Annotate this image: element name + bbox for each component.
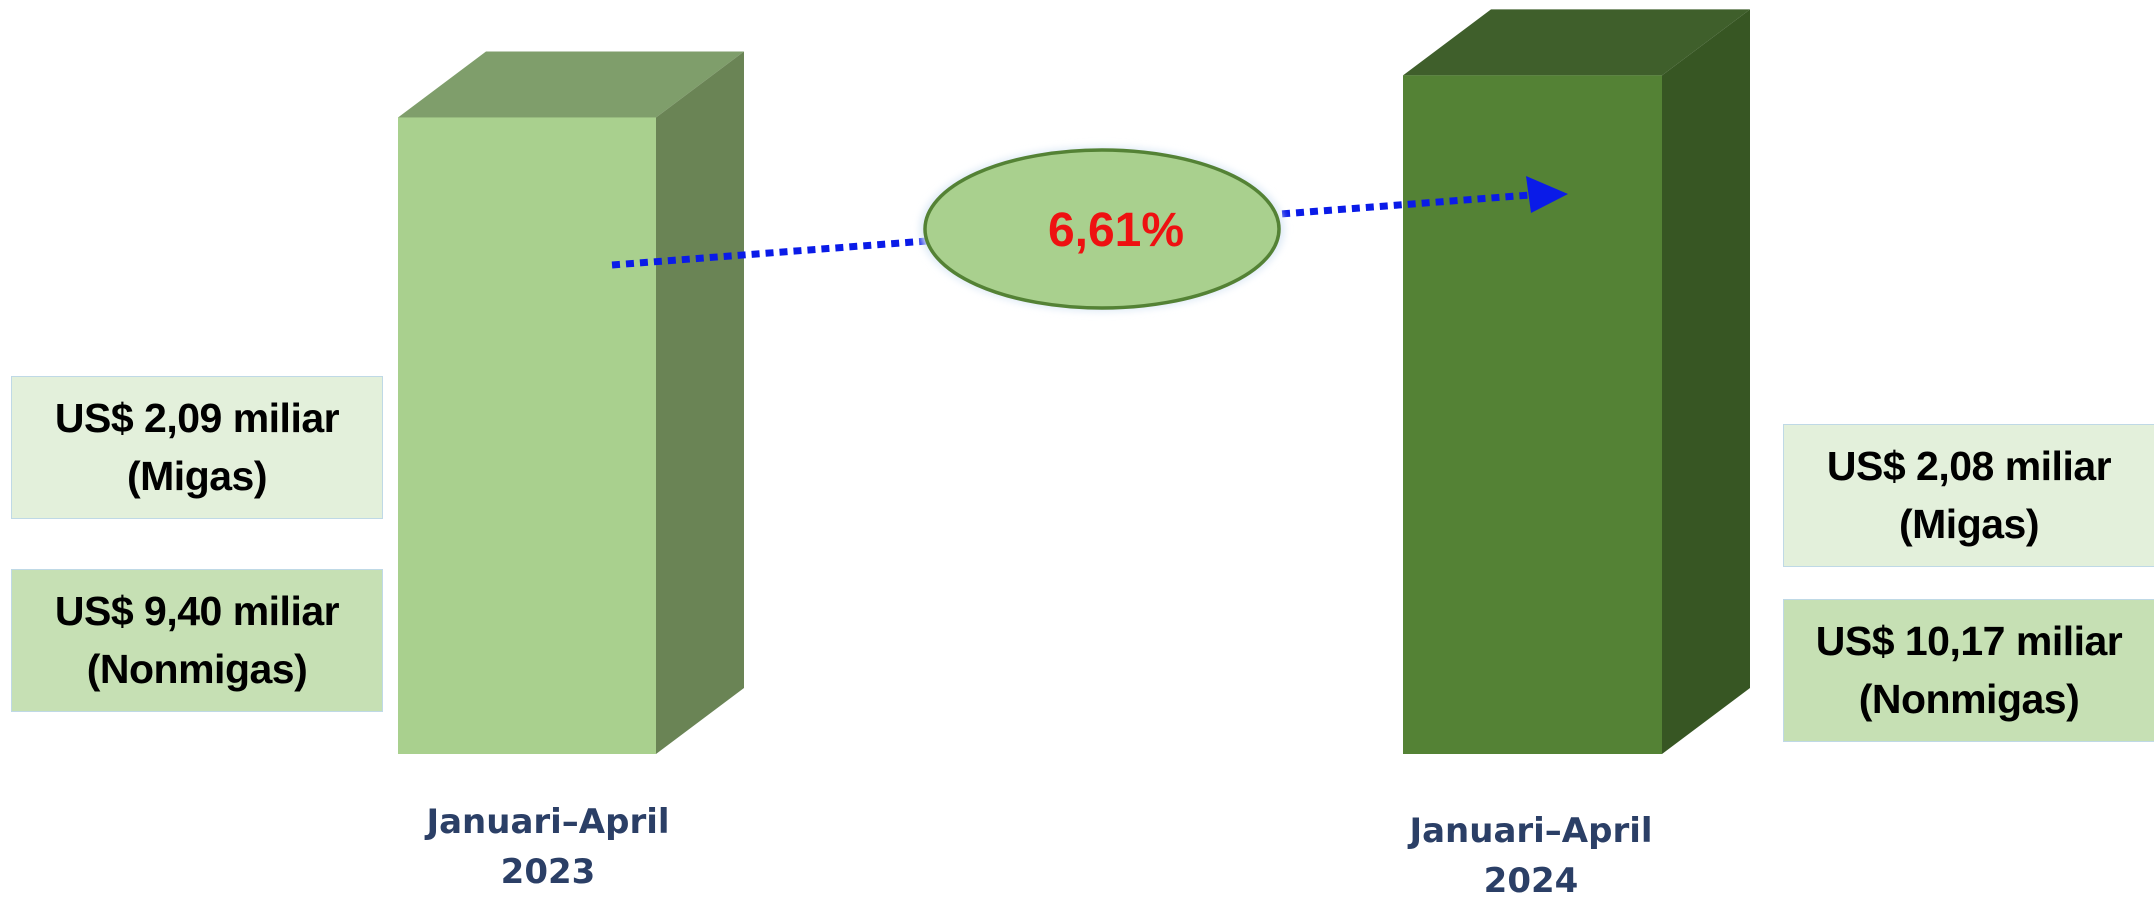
migas-2023-name: (Migas): [127, 452, 268, 499]
category-label-2023: Januari–April 2023: [400, 797, 696, 897]
nonmigas-2024-label-box: US$ 10,17 miliar (Nonmigas): [1783, 599, 2154, 742]
category-label-2023-line1: Januari–April: [426, 802, 670, 842]
nonmigas-2023-label-box: US$ 9,40 miliar (Nonmigas): [11, 569, 383, 712]
migas-2024-name: (Migas): [1899, 500, 2040, 547]
category-label-2024: Januari–April 2024: [1383, 806, 1679, 906]
migas-2024-label-box: US$ 2,08 miliar (Migas): [1783, 424, 2154, 567]
growth-arrow-head: [1526, 176, 1568, 213]
migas-2023-value: US$ 2,09 miliar: [54, 395, 340, 442]
bar-2024-side-face: [1662, 9, 1750, 755]
bar-2023-top-face: [398, 51, 744, 118]
category-label-2024-line1: Januari–April: [1409, 811, 1653, 851]
migas-2023-label-box: US$ 2,09 miliar (Migas): [11, 376, 383, 519]
growth-badge-ellipse: [923, 148, 1281, 310]
nonmigas-2023-name: (Nonmigas): [86, 645, 308, 692]
growth-badge: 6,61%: [920, 147, 1284, 311]
nonmigas-2023-value: US$ 9,40 miliar: [54, 588, 340, 635]
category-label-2023-line2: 2023: [500, 852, 596, 892]
growth-percentage: 6,61%: [1048, 204, 1184, 257]
bar-2023-front-face: [398, 117, 656, 755]
bar-2023: [398, 51, 744, 755]
category-label-2024-line2: 2024: [1483, 861, 1579, 901]
nonmigas-2024-name: (Nonmigas): [1858, 675, 2080, 722]
growth-arrow: [611, 176, 1568, 269]
bar-2024-top-face: [1403, 9, 1750, 76]
bar-2024-front-face: [1403, 75, 1662, 755]
migas-2024-value: US$ 2,08 miliar: [1826, 443, 2112, 490]
bar-2023-side-face: [656, 51, 744, 755]
nonmigas-2024-value: US$ 10,17 miliar: [1815, 618, 2123, 665]
bar-2024: [1403, 9, 1750, 755]
